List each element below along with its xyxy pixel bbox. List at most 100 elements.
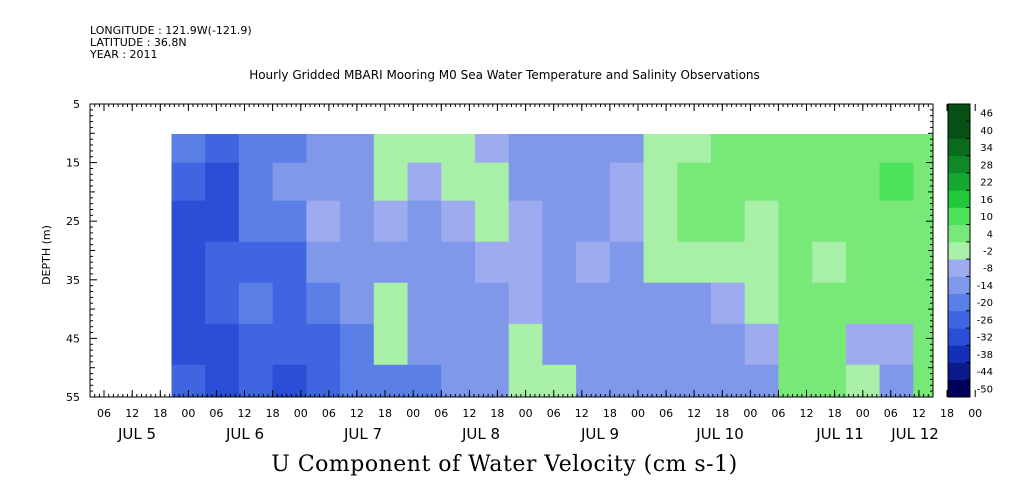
heatmap-cell — [812, 200, 847, 243]
heatmap-cell — [205, 162, 240, 202]
x-tick-label: 00 — [968, 407, 982, 420]
y-tick-label: 5 — [73, 98, 80, 111]
heatmap-cell — [373, 282, 409, 325]
heatmap-cell — [272, 323, 307, 366]
heatmap-cell — [475, 323, 510, 366]
colorbar-label: -50 — [977, 384, 993, 395]
heatmap-cell — [407, 200, 442, 243]
heatmap-cell — [643, 162, 678, 202]
x-tick-label: 06 — [547, 407, 561, 420]
colorbar-band — [948, 379, 970, 398]
x-day-label: JUL 8 — [461, 425, 500, 443]
x-tick-label: 12 — [350, 407, 364, 420]
heatmap-cell — [407, 323, 442, 366]
heatmap-cell — [508, 162, 543, 202]
x-day-label: JUL 12 — [890, 425, 939, 443]
heatmap-cell — [238, 241, 274, 284]
heatmap-cell — [913, 134, 933, 164]
heatmap-cell — [913, 323, 933, 366]
colorbar-frame — [947, 103, 971, 398]
colorbar-band — [948, 293, 970, 312]
heatmap-cell — [475, 162, 510, 202]
heatmap-cell — [879, 162, 914, 202]
heatmap-cell — [441, 134, 476, 164]
heatmap-cell — [609, 134, 645, 164]
heatmap-cell — [441, 241, 476, 284]
heatmap-cell — [845, 162, 881, 202]
x-tick-label: 12 — [912, 407, 926, 420]
heatmap-cell — [913, 364, 933, 397]
x-tick-label: 12 — [800, 407, 814, 420]
heatmap-cell — [542, 162, 577, 202]
heatmap-cell — [879, 241, 914, 284]
y-tick-label: 15 — [66, 157, 80, 170]
heatmap-cell — [812, 364, 847, 397]
heatmap-cell — [609, 323, 645, 366]
heatmap-cell — [407, 134, 442, 164]
heatmap-cell — [677, 323, 712, 366]
heatmap-cell — [778, 323, 813, 366]
heatmap-cell — [711, 241, 746, 284]
heatmap-cell — [845, 134, 881, 164]
x-tick-label: 18 — [940, 407, 954, 420]
heatmap-cell — [744, 134, 779, 164]
heatmap-cell — [879, 323, 914, 366]
plot-title: Hourly Gridded MBARI Mooring M0 Sea Wate… — [249, 68, 760, 82]
heatmap-cell — [407, 364, 442, 397]
colorbar-label: -44 — [977, 367, 993, 378]
heatmap-cell — [711, 134, 746, 164]
heatmap-cell — [407, 282, 442, 325]
heatmap-cell — [812, 162, 847, 202]
colorbar: 46 40 34 28 22 16 10 4 -2 -8 -14 -20 -26 -32 -38 -44 -50 — [947, 103, 993, 398]
heatmap-cell — [812, 241, 847, 284]
colorbar-label: -26 — [977, 315, 993, 326]
heatmap-cell — [711, 162, 746, 202]
heatmap-cell — [205, 323, 240, 366]
heatmap-cell — [845, 282, 881, 325]
colorbar-label: 16 — [980, 195, 993, 206]
heatmap-cell — [306, 364, 341, 397]
heatmap-cell — [508, 282, 543, 325]
heatmap-cell — [879, 364, 914, 397]
x-tick-label: 18 — [715, 407, 729, 420]
x-tick-label: 00 — [181, 407, 195, 420]
heatmap-cell — [677, 241, 712, 284]
heatmap-cell — [778, 282, 813, 325]
colorbar-band — [948, 121, 970, 139]
x-tick-label: 00 — [631, 407, 645, 420]
heatmap-cell — [373, 200, 409, 243]
colorbar-band — [948, 138, 970, 157]
x-tick-label: 18 — [378, 407, 392, 420]
heatmap-cell — [609, 241, 645, 284]
heatmap-cell — [205, 241, 240, 284]
heatmap-cell — [778, 241, 813, 284]
colorbar-band — [948, 362, 970, 381]
y-tick-label: 55 — [66, 391, 80, 404]
heatmap-cell — [373, 364, 409, 397]
x-tick-label: 12 — [238, 407, 252, 420]
colorbar-label: 28 — [980, 160, 993, 171]
heatmap-cell — [576, 364, 611, 397]
heatmap-cell — [306, 282, 341, 325]
heatmap-cell — [205, 364, 240, 397]
heatmap-cell — [913, 282, 933, 325]
heatmap-cell — [778, 200, 813, 243]
heatmap-cell — [576, 200, 611, 243]
heatmap-cell — [475, 241, 510, 284]
heatmap-cell — [609, 162, 645, 202]
heatmap-cell — [744, 162, 779, 202]
heatmap-cell — [643, 364, 678, 397]
heatmap-cell — [171, 323, 206, 366]
heatmap-cell — [677, 134, 712, 164]
heatmap-cell — [812, 323, 847, 366]
heatmap-cell — [542, 134, 577, 164]
heatmap-cell — [744, 364, 779, 397]
heatmap-cell — [913, 241, 933, 284]
heatmap-cell — [643, 282, 678, 325]
heatmap-cell — [711, 364, 746, 397]
colorbar-label: -38 — [977, 350, 993, 361]
heatmap-cell — [171, 200, 206, 243]
x-day-label: JUL 6 — [225, 425, 264, 443]
heatmap-cell — [340, 241, 375, 284]
heatmap-cell — [306, 323, 341, 366]
